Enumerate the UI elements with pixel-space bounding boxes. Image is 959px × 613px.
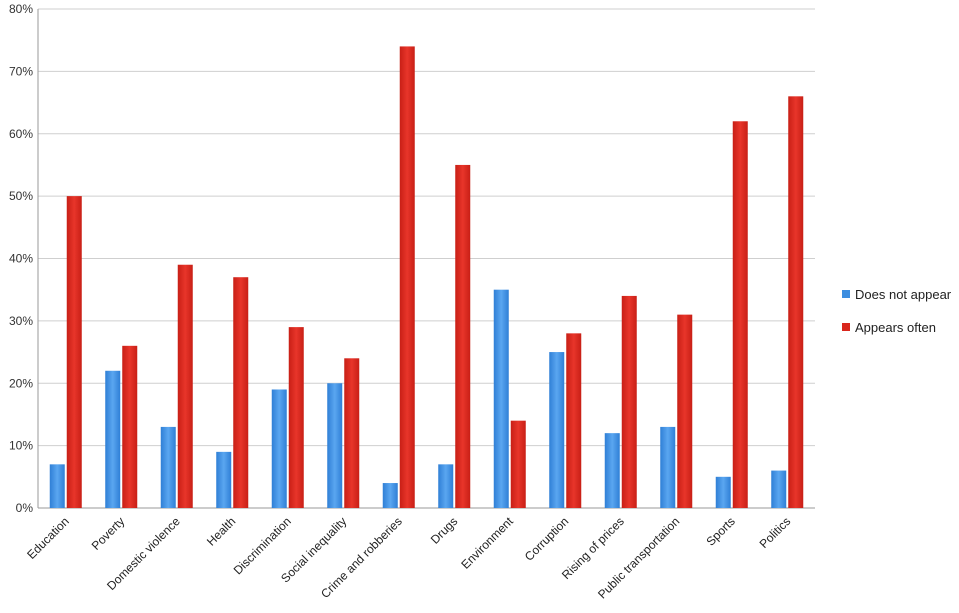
bar-does-not-appear-social-inequality	[327, 383, 343, 508]
y-tick-label: 80%	[9, 2, 33, 16]
x-tick-label-drugs: Drugs	[428, 514, 461, 547]
bar-does-not-appear-public-transportation	[660, 426, 676, 508]
x-tick-label-sports: Sports	[703, 514, 737, 548]
y-tick-label: 0%	[16, 501, 34, 515]
bar-does-not-appear-poverty	[105, 370, 121, 508]
bar-appears-often-domestic-violence	[177, 264, 193, 508]
x-tick-label-poverty: Poverty	[89, 514, 128, 553]
y-tick-label: 20%	[9, 376, 33, 390]
y-tick-label: 30%	[9, 314, 33, 328]
x-tick-label-environment: Environment	[458, 514, 516, 572]
bar-does-not-appear-domestic-violence	[160, 426, 176, 508]
bar-does-not-appear-drugs	[438, 464, 454, 508]
bar-does-not-appear-environment	[493, 289, 509, 508]
x-tick-label-health: Health	[204, 514, 238, 548]
bar-does-not-appear-discrimination	[271, 389, 287, 508]
bar-appears-often-health	[233, 277, 249, 508]
bar-appears-often-drugs	[455, 164, 471, 508]
x-tick-label-politics: Politics	[757, 514, 794, 551]
legend: Does not appear Appears often	[842, 284, 951, 350]
bar-appears-often-politics	[788, 96, 804, 508]
legend-swatch-appears-often	[842, 323, 850, 331]
x-tick-label-corruption: Corruption	[522, 514, 572, 564]
legend-swatch-does-not-appear	[842, 290, 850, 298]
bar-appears-often-poverty	[122, 345, 138, 508]
legend-label-does-not-appear: Does not appear	[855, 286, 952, 302]
bar-appears-often-education	[66, 196, 82, 508]
bar-appears-often-public-transportation	[677, 314, 693, 508]
y-tick-label: 40%	[9, 252, 33, 266]
bar-appears-often-crime-and-robberies	[399, 46, 415, 509]
bar-appears-often-discrimination	[288, 327, 304, 508]
bar-does-not-appear-health	[216, 451, 232, 508]
bar-does-not-appear-corruption	[549, 352, 565, 508]
bar-does-not-appear-politics	[771, 470, 787, 508]
x-tick-label-education: Education	[24, 514, 72, 562]
bar-does-not-appear-education	[49, 464, 65, 508]
y-tick-label: 10%	[9, 439, 33, 453]
bar-appears-often-environment	[510, 420, 526, 508]
y-axis-labels: 0% 10% 20% 30% 40% 50% 60% 70% 80%	[9, 2, 33, 515]
legend-label-appears-often: Appears often	[855, 319, 936, 335]
bar-does-not-appear-rising-of-prices	[604, 433, 620, 508]
gridlines	[38, 8, 815, 447]
y-tick-label: 60%	[9, 127, 33, 141]
bar-appears-often-sports	[732, 121, 748, 509]
bars	[49, 46, 804, 509]
bar-does-not-appear-sports	[715, 476, 731, 508]
y-tick-label: 50%	[9, 189, 33, 203]
bar-appears-often-corruption	[566, 333, 582, 508]
bar-appears-often-social-inequality	[344, 358, 360, 508]
y-tick-label: 70%	[9, 64, 33, 78]
bar-does-not-appear-crime-and-robberies	[382, 483, 398, 508]
legend-item-does-not-appear: Does not appear	[842, 284, 951, 304]
legend-item-appears-often: Appears often	[842, 317, 951, 337]
bar-appears-often-rising-of-prices	[621, 295, 637, 508]
